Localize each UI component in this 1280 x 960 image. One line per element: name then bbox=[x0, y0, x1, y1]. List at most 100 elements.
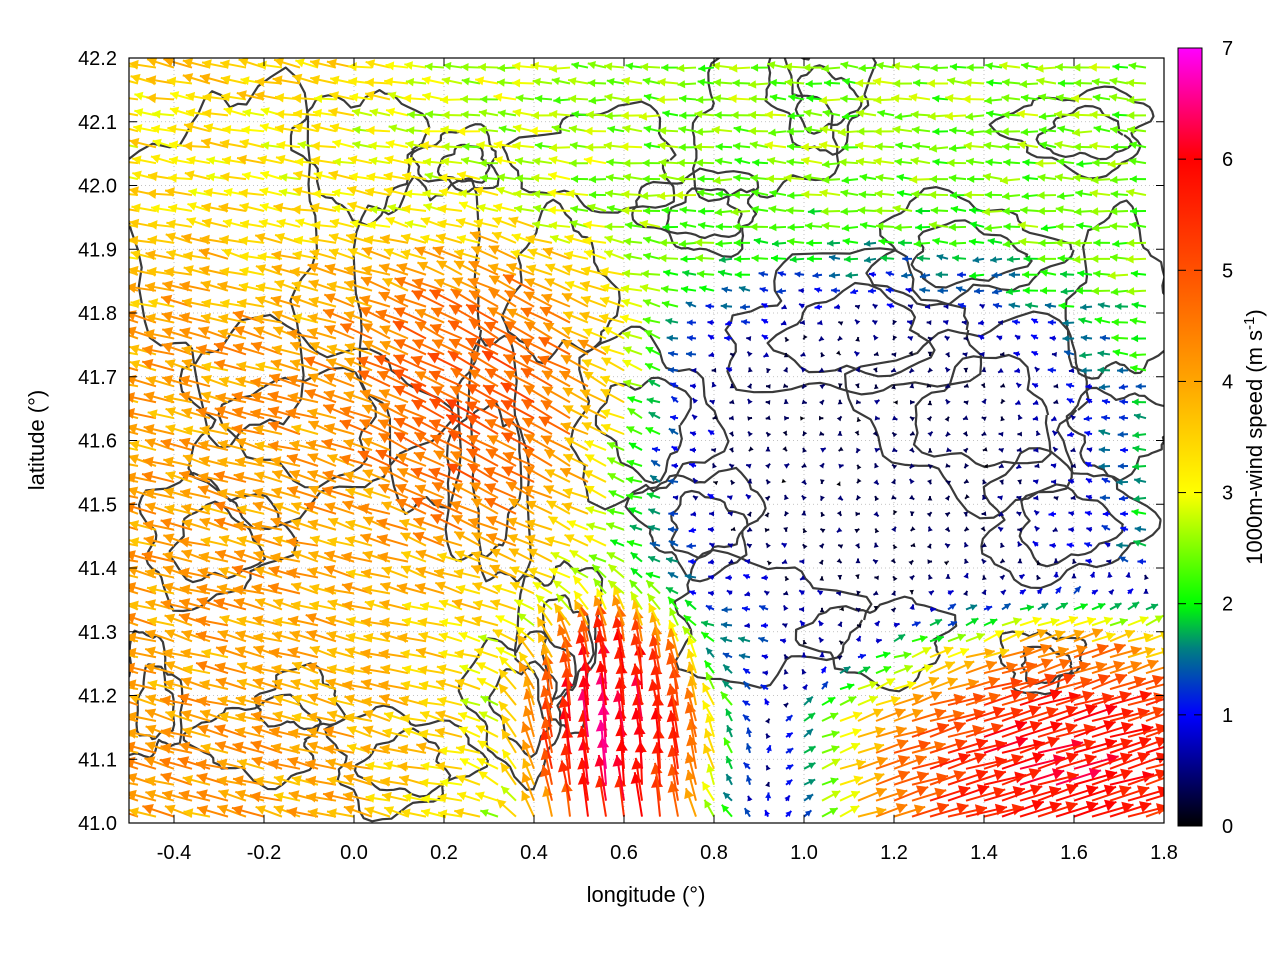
wind-vector-head bbox=[780, 638, 786, 644]
wind-vector-head bbox=[607, 473, 617, 481]
wind-vector-head bbox=[1066, 398, 1074, 404]
wind-vector-head bbox=[270, 517, 282, 528]
wind-vector-head bbox=[267, 440, 279, 452]
wind-vector-head bbox=[253, 645, 265, 656]
wind-vector-head bbox=[268, 647, 280, 659]
wind-vector-head bbox=[985, 605, 993, 612]
wind-vector-head bbox=[525, 534, 536, 545]
wind-vector-head bbox=[362, 340, 374, 351]
wind-vector-head bbox=[856, 590, 861, 596]
wind-vector-head bbox=[836, 481, 841, 487]
wind-vector-head bbox=[129, 440, 140, 450]
wind-vector-head bbox=[690, 431, 696, 437]
wind-vector-head bbox=[231, 805, 244, 816]
wind-vector-head bbox=[684, 687, 696, 700]
wind-vector-head bbox=[286, 567, 298, 579]
wind-vector-head bbox=[1049, 335, 1056, 342]
wind-vector-head bbox=[219, 614, 230, 625]
wind-vector-head bbox=[341, 582, 353, 593]
wind-vector-head bbox=[288, 615, 299, 627]
wind-vector-head bbox=[782, 446, 787, 452]
wind-vector-head bbox=[480, 809, 489, 817]
wind-vector-head bbox=[510, 581, 521, 591]
wind-vector-head bbox=[339, 419, 352, 430]
wind-vector-head bbox=[456, 584, 466, 594]
wind-vector-head bbox=[799, 606, 805, 613]
wind-vector-head bbox=[180, 709, 192, 720]
wind-vector-head bbox=[1097, 350, 1105, 358]
wind-vector-head bbox=[538, 632, 548, 644]
wind-vector-head bbox=[1068, 511, 1074, 517]
wind-vector-head bbox=[910, 430, 916, 436]
wind-vector-head bbox=[629, 580, 638, 589]
wind-vector-head bbox=[217, 488, 228, 499]
wind-vector-head bbox=[944, 661, 955, 671]
wind-vector-head bbox=[1121, 801, 1134, 814]
wind-vector-head bbox=[1031, 334, 1038, 341]
wind-vector-head bbox=[708, 430, 715, 436]
wind-vector-head bbox=[975, 738, 988, 750]
wind-vector-head bbox=[145, 568, 156, 579]
wind-vector-head bbox=[142, 358, 154, 370]
wind-vector-head bbox=[251, 724, 263, 736]
wind-vector-head bbox=[1097, 673, 1110, 686]
wind-vector-head bbox=[817, 590, 824, 596]
wind-vector-head bbox=[393, 307, 406, 318]
wind-vector-head bbox=[327, 453, 338, 464]
wind-vector-head bbox=[963, 511, 969, 517]
wind-vector-head bbox=[1129, 351, 1137, 359]
wind-vector-head bbox=[307, 693, 319, 703]
wind-vector-head bbox=[237, 504, 248, 515]
wind-vector-head bbox=[450, 451, 463, 462]
wind-vector-head bbox=[501, 432, 514, 444]
wind-vector-head bbox=[545, 469, 556, 479]
wind-vector-head bbox=[761, 574, 767, 581]
wind-vector-head bbox=[1054, 629, 1065, 640]
wind-vector-head bbox=[360, 678, 372, 689]
wind-vector-head bbox=[143, 519, 154, 531]
wind-vector-head bbox=[339, 454, 351, 466]
wind-vector-head bbox=[926, 512, 932, 518]
wind-vector-head bbox=[487, 435, 499, 446]
wind-vector-head bbox=[583, 470, 594, 479]
wind-vector-head bbox=[1085, 558, 1092, 565]
wind-vector-head bbox=[875, 787, 887, 798]
wind-vector-head bbox=[521, 790, 531, 802]
wind-vector-head bbox=[232, 406, 244, 418]
wind-vector-head bbox=[452, 598, 463, 609]
wind-vector-head bbox=[1130, 645, 1142, 657]
wind-vector-head bbox=[744, 808, 751, 815]
wind-vector-head bbox=[862, 666, 871, 674]
wind-vector-head bbox=[445, 399, 459, 411]
wind-vector-head bbox=[180, 488, 191, 499]
wind-vector-head bbox=[179, 437, 191, 449]
wind-vector-head bbox=[438, 649, 448, 659]
wind-vector-head bbox=[1014, 367, 1020, 374]
wind-vector-head bbox=[384, 806, 395, 816]
wind-vector-head bbox=[857, 464, 862, 470]
wind-vector-head bbox=[642, 316, 651, 325]
wind-vector-head bbox=[395, 483, 407, 494]
wind-vector-head bbox=[237, 678, 248, 689]
wind-vector-head bbox=[360, 648, 371, 659]
wind-vector-head bbox=[882, 651, 891, 659]
wind-vector-head bbox=[764, 810, 770, 817]
wind-vector-head bbox=[448, 320, 461, 332]
wind-vector-head bbox=[291, 550, 302, 560]
wind-vector-head bbox=[970, 618, 979, 625]
wind-vector-head bbox=[1071, 573, 1077, 579]
wind-vector-head bbox=[883, 666, 892, 674]
wind-vector-shaft bbox=[129, 559, 139, 563]
wind-vector-head bbox=[927, 448, 933, 453]
wind-vector-head bbox=[145, 694, 157, 705]
wind-vector-head bbox=[1016, 383, 1022, 389]
wind-vector-head bbox=[725, 574, 731, 581]
wind-vector-head bbox=[1083, 738, 1096, 751]
wind-vector-head bbox=[747, 367, 753, 373]
wind-vector-head bbox=[129, 454, 139, 465]
wind-vector-head bbox=[476, 725, 486, 734]
wind-vector-head bbox=[873, 590, 879, 595]
wind-vector-head bbox=[783, 463, 790, 469]
wind-vector-head bbox=[820, 352, 826, 358]
wind-vector-head bbox=[129, 807, 139, 818]
